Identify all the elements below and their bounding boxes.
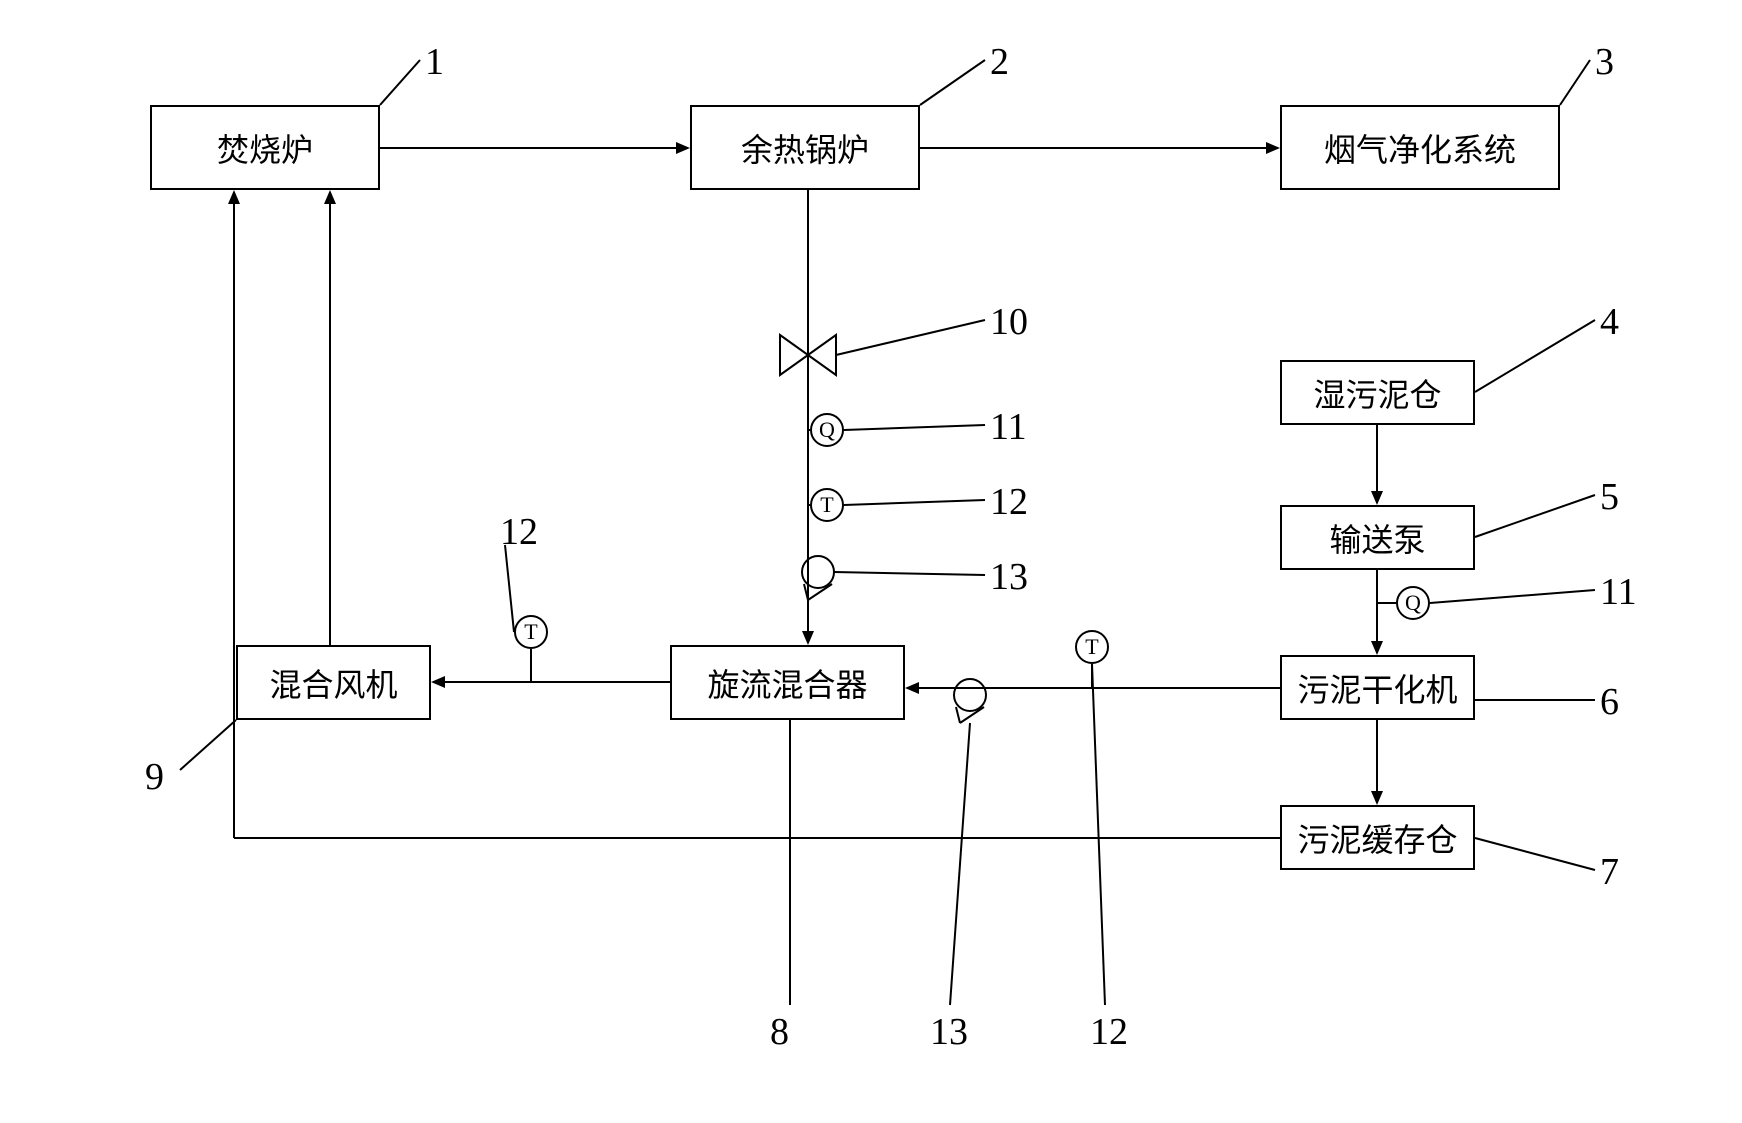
tag-7: 7 [1600, 850, 1619, 894]
tag-11a: 11 [990, 405, 1027, 449]
tag-4: 4 [1600, 300, 1619, 344]
mixing-fan-box: 混合风机 [236, 645, 431, 720]
sludge-buffer-label: 污泥缓存仓 [1297, 815, 1457, 861]
tag-13b: 13 [930, 1010, 968, 1054]
tag-12c: 12 [1090, 1010, 1128, 1054]
q-sensor-icon-2: Q [1396, 586, 1430, 620]
tag-1: 1 [425, 40, 444, 84]
tag-9: 9 [145, 755, 164, 799]
t-sensor-icon-3: T [1075, 630, 1109, 664]
pump-icon-1 [802, 556, 834, 600]
t-sensor-icon-2: T [514, 615, 548, 649]
waste-boiler-label: 余热锅炉 [741, 125, 869, 171]
tag-8: 8 [770, 1010, 789, 1054]
tag-6: 6 [1600, 680, 1619, 724]
t-sensor-icon-1: T [810, 488, 844, 522]
incinerator-label: 焚烧炉 [217, 125, 313, 171]
waste-boiler-box: 余热锅炉 [690, 105, 920, 190]
flue-purify-label: 烟气净化系统 [1324, 125, 1516, 171]
valve-icon [780, 335, 836, 375]
wet-sludge-bin-label: 湿污泥仓 [1313, 370, 1441, 416]
flue-purify-box: 烟气净化系统 [1280, 105, 1560, 190]
incinerator-box: 焚烧炉 [150, 105, 380, 190]
tag-13a: 13 [990, 555, 1028, 599]
cyclone-mixer-label: 旋流混合器 [707, 660, 867, 706]
tag-10: 10 [990, 300, 1028, 344]
mixing-fan-label: 混合风机 [269, 660, 397, 706]
tag-5: 5 [1600, 475, 1619, 519]
transfer-pump-box: 输送泵 [1280, 505, 1475, 570]
q-sensor-icon-1: Q [810, 413, 844, 447]
cyclone-mixer-box: 旋流混合器 [670, 645, 905, 720]
tag-11b: 11 [1600, 570, 1637, 614]
wet-sludge-bin-box: 湿污泥仓 [1280, 360, 1475, 425]
tag-12a: 12 [990, 480, 1028, 524]
tag-12b: 12 [500, 510, 538, 554]
sludge-dryer-label: 污泥干化机 [1297, 665, 1457, 711]
tag-2: 2 [990, 40, 1009, 84]
sludge-dryer-box: 污泥干化机 [1280, 655, 1475, 720]
pump-icon-2 [954, 679, 986, 723]
sludge-buffer-box: 污泥缓存仓 [1280, 805, 1475, 870]
tag-3: 3 [1595, 40, 1614, 84]
transfer-pump-label: 输送泵 [1329, 515, 1425, 561]
